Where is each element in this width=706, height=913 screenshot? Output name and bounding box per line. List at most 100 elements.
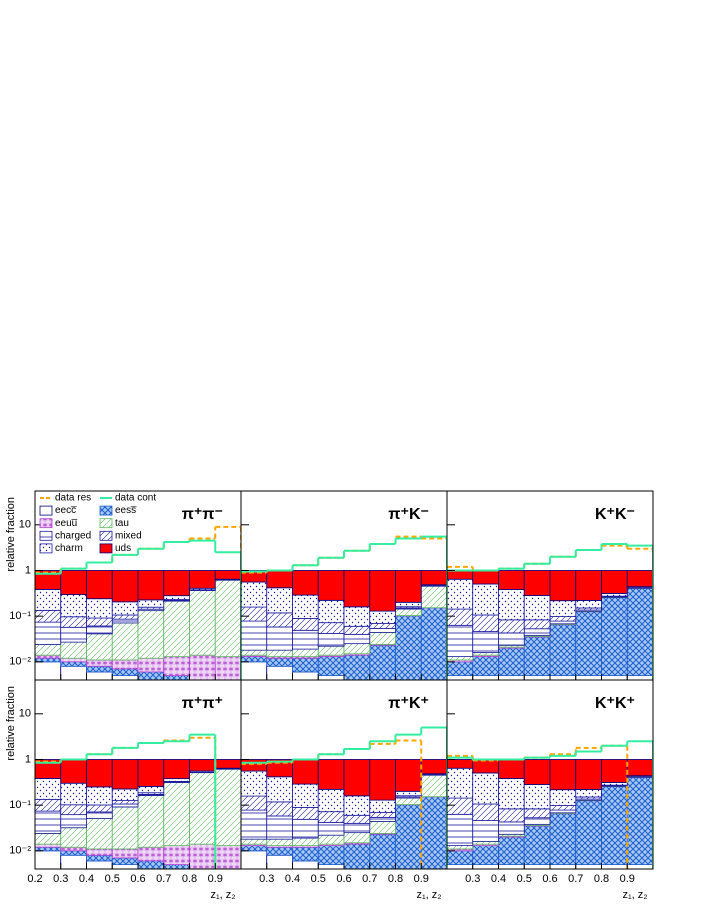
panel <box>35 525 241 680</box>
stack-segment <box>601 786 628 865</box>
stack-segment <box>447 661 474 676</box>
stack-segment <box>241 770 268 797</box>
stack-segment <box>317 599 345 624</box>
stack-segment <box>241 656 268 663</box>
stack-segment <box>523 817 551 825</box>
x-tick-label: 0.7 <box>156 873 171 885</box>
stack-segment <box>626 570 653 588</box>
stack-segment <box>420 679 447 680</box>
stack-segment <box>266 801 293 817</box>
stack-segment <box>111 864 139 869</box>
stack-segment <box>163 656 190 676</box>
stack-segment <box>343 654 371 680</box>
stack-segment <box>549 813 577 865</box>
stack-segment <box>317 759 345 790</box>
stack-segment <box>292 807 319 820</box>
stack-segment <box>86 786 113 806</box>
stack-segment <box>447 797 474 815</box>
stack-segment <box>472 845 499 865</box>
panel <box>35 733 241 869</box>
stack-segment <box>189 590 216 656</box>
stack-segment <box>523 628 551 636</box>
stack-segment <box>395 601 422 608</box>
stack-segment <box>292 783 319 808</box>
stack-segment <box>189 570 216 589</box>
stack-segment <box>60 827 87 848</box>
legend-swatch <box>99 543 113 554</box>
stack-segment <box>137 795 165 848</box>
stack-segment <box>86 860 113 869</box>
x-tick-label: 0.5 <box>517 873 532 885</box>
stack-segment <box>498 778 525 810</box>
x-tick-label: 0.5 <box>311 873 326 885</box>
stack-segment <box>111 788 139 801</box>
panel-label: K⁺K⁻ <box>595 506 635 523</box>
stack-segment <box>189 679 216 680</box>
stack-segment <box>472 772 499 805</box>
stack-segment <box>343 759 371 797</box>
stack-segment <box>369 627 396 633</box>
stack-segment <box>523 784 551 810</box>
stack-segment <box>395 679 422 680</box>
x-axis-label: z₁, z₂ <box>416 889 441 901</box>
stack-segment <box>86 598 113 619</box>
stack-segment <box>86 854 113 862</box>
stack-segment <box>292 837 319 847</box>
x-tick-label: 0.6 <box>130 873 145 885</box>
stack-segment <box>137 846 165 862</box>
stack-segment <box>292 618 319 631</box>
stack-segment <box>241 581 268 608</box>
stack-segment <box>447 845 474 850</box>
stack-segment <box>189 679 216 680</box>
stack-segment <box>549 759 577 791</box>
stack-segment <box>86 811 113 819</box>
stack-segment <box>60 616 87 628</box>
stack-segment <box>343 570 371 608</box>
stack-segment <box>266 587 293 614</box>
stack-segment <box>241 606 268 622</box>
stack-segment <box>241 661 268 680</box>
stack-segment <box>549 624 577 676</box>
stack-segment <box>317 834 345 845</box>
stack-segment <box>369 570 396 612</box>
stack-segment <box>60 846 87 852</box>
stack-segment <box>266 649 293 658</box>
stack-segment <box>292 671 319 680</box>
stack-segment <box>189 772 216 845</box>
x-tick-label: 0.9 <box>208 873 223 885</box>
stack-segment <box>111 601 139 616</box>
stack-segment <box>292 648 319 658</box>
stack-segment <box>343 625 371 635</box>
stack-segment <box>317 632 345 647</box>
stack-segment <box>241 809 268 840</box>
stack-segment <box>343 643 371 655</box>
legend-label: tau <box>115 518 129 529</box>
stack-segment <box>137 759 165 787</box>
stack-segment <box>317 622 345 634</box>
stack-segment <box>601 759 628 783</box>
stack-segment <box>472 864 499 869</box>
stack-segment <box>601 593 628 597</box>
stack-segment <box>137 657 165 673</box>
stack-segment <box>420 607 447 680</box>
legend-swatch <box>99 505 113 516</box>
legend-swatch <box>39 518 53 529</box>
y-tick-label: 10⁻² <box>9 656 31 668</box>
legend-swatch <box>39 505 53 516</box>
y-tick-label: 10⁻¹ <box>9 799 31 811</box>
stack-segment <box>60 570 87 595</box>
stack-segment <box>523 864 551 869</box>
x-tick-label: 0.2 <box>27 873 42 885</box>
panel-label: π⁺π⁺ <box>182 695 223 712</box>
stack-segment <box>472 803 499 821</box>
stack-segment <box>549 789 577 806</box>
stack-segment <box>111 622 139 661</box>
stack-segment <box>523 825 551 865</box>
stack-segment <box>241 850 268 869</box>
stack-segment <box>447 656 474 661</box>
stack-segment <box>472 759 499 774</box>
stack-segment <box>626 759 653 777</box>
stack-segment <box>60 782 87 806</box>
stack-segment <box>498 589 525 621</box>
